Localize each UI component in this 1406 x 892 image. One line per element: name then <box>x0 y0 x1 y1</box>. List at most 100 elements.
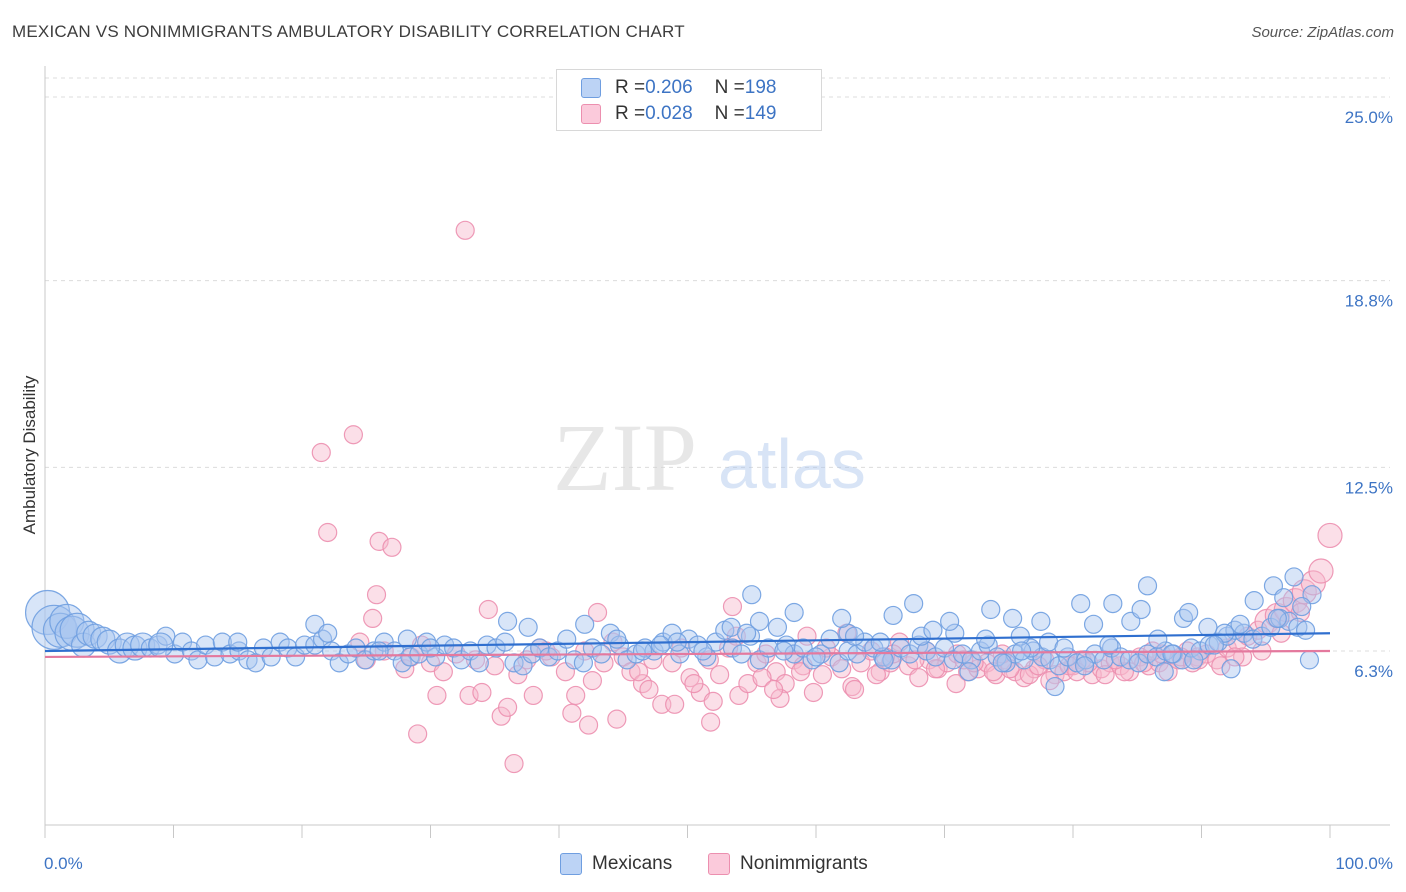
watermark-atlas: atlas <box>718 425 866 503</box>
nonimmigrants-point-45 <box>738 673 758 694</box>
nonimmigrants-point-114 <box>607 709 627 729</box>
mexicans-point-166 <box>981 599 1001 620</box>
mexicans-point-24 <box>212 632 232 652</box>
mexicans-point-176 <box>1244 591 1264 611</box>
nonimmigrants-point-33 <box>621 662 641 682</box>
legend-swatch-mexicans <box>581 78 601 98</box>
nonimmigrants-point-128 <box>946 673 966 694</box>
nonimmigrants-point-14 <box>433 662 453 682</box>
mexicans-point-202 <box>1299 650 1320 670</box>
mexicans-point-198 <box>1162 644 1182 664</box>
y-tick-label-3: 25.0% <box>1345 108 1393 127</box>
mexicans-point-152 <box>369 641 389 661</box>
mexicans-point-215 <box>1154 662 1174 682</box>
nonimmigrants-point-0 <box>311 442 331 463</box>
nonimmigrants-point-56 <box>842 676 862 697</box>
mexicans-point-181 <box>397 629 417 649</box>
mexicans-point-183 <box>575 614 595 634</box>
legend-row-mexicans: R = 0.206 N = 198 <box>581 77 776 99</box>
nonimmigrants-point-63 <box>909 668 929 688</box>
mexicans-point-161 <box>806 647 826 667</box>
mexicans-point-164 <box>911 626 931 646</box>
mexicans-point-155 <box>607 629 627 649</box>
mexicans-point-184 <box>650 635 671 655</box>
watermark-zip: ZIP <box>553 404 697 511</box>
mexicans-point-147 <box>1288 617 1308 637</box>
nonimmigrants-point-112 <box>562 703 582 723</box>
nonimmigrants-point-133 <box>1040 671 1060 691</box>
nonimmigrants-point-7 <box>366 585 387 605</box>
legend-n-value: 149 <box>744 103 777 124</box>
nonimmigrants-point-123 <box>844 679 865 700</box>
y-tick-label-0: 6.3% <box>1354 662 1393 681</box>
legend-row-nonimmigrants: R = 0.028 N = 149 <box>581 103 776 125</box>
nonimmigrants-point-151 <box>665 694 685 714</box>
axes <box>44 66 1390 838</box>
mexicans-point-210 <box>1011 641 1032 661</box>
mexicans-trend-line <box>44 632 1331 653</box>
y-axis-label: Ambulatory Disability <box>20 375 39 534</box>
bottom-legend-label-mexicans: Mexicans <box>592 853 673 874</box>
y-tick-label-1: 12.5% <box>1345 478 1393 497</box>
mexicans-point-57 <box>495 632 515 652</box>
nonimmigrants-point-4 <box>363 608 383 629</box>
nonimmigrants-point-153 <box>722 596 743 617</box>
mexicans-point-153 <box>420 638 441 658</box>
nonimmigrants-point-105 <box>1308 558 1334 584</box>
mexicans-point-195 <box>1071 593 1091 614</box>
mexicans-point-150 <box>228 632 248 652</box>
bottom-legend-swatch-nonimmigrants <box>708 853 730 875</box>
nonimmigrants-trend-line <box>44 649 1331 659</box>
nonimmigrants-point-2 <box>343 425 363 445</box>
legend-n-value: 198 <box>744 77 777 98</box>
nonimmigrants-point-117 <box>703 691 723 711</box>
bottom-legend-mexicans: Mexicans <box>560 852 672 876</box>
tick-labels: 6.3% 12.5% 18.8% 25.0% 0.0% 100.0% <box>44 108 1393 873</box>
nonimmigrants-point-136 <box>1095 665 1115 685</box>
mexicans-points <box>24 567 1322 697</box>
mexicans-point-39 <box>338 644 358 664</box>
mexicans-point-167 <box>1003 608 1023 629</box>
mexicans-point-203 <box>742 585 762 605</box>
nonimmigrants-point-149 <box>587 602 608 623</box>
mexicans-point-180 <box>318 623 338 643</box>
legend-r-label: R = <box>615 103 646 124</box>
legend-r-value: 0.206 <box>645 77 693 98</box>
x-tick-label-1: 100.0% <box>1335 854 1393 873</box>
mexicans-point-199 <box>1184 650 1204 670</box>
mexicans-point-154 <box>498 611 518 631</box>
watermark: ZIP atlas <box>553 404 866 511</box>
mexicans-point-185 <box>693 641 713 661</box>
mexicans-point-149 <box>148 632 174 658</box>
mexicans-point-189 <box>923 620 943 640</box>
mexicans-point-212 <box>1074 656 1095 676</box>
mexicans-point-194 <box>1054 638 1074 658</box>
nonimmigrants-point-53 <box>812 665 833 685</box>
mexicans-point-216 <box>1179 602 1199 623</box>
mexicans-point-172 <box>1148 629 1168 649</box>
legend-r-value: 0.028 <box>645 103 693 124</box>
legend-swatch-nonimmigrants <box>581 104 601 124</box>
chart-title: MEXICAN VS NONIMMIGRANTS AMBULATORY DISA… <box>12 22 685 41</box>
mexicans-point-182 <box>518 617 538 637</box>
source-label: Source: ZipAtlas.com <box>1251 24 1394 41</box>
trend-lines <box>44 632 1331 659</box>
nonimmigrants-point-111 <box>523 685 543 706</box>
mexicans-point-64 <box>557 629 577 649</box>
mexicans-point-159 <box>749 611 770 631</box>
mexicans-point-35 <box>305 635 325 655</box>
mexicans-point-173 <box>1173 608 1194 629</box>
mexicans-point-217 <box>1204 635 1224 655</box>
mexicans-point-190 <box>959 662 979 682</box>
nonimmigrants-point-110 <box>504 753 524 774</box>
nonimmigrants-point-42 <box>710 665 730 685</box>
mexicans-point-207 <box>904 593 924 614</box>
mexicans-point-214 <box>1131 599 1151 620</box>
mexicans-point-193 <box>1031 611 1051 631</box>
mexicans-point-178 <box>1284 567 1304 587</box>
nonimmigrants-point-106 <box>1317 522 1343 549</box>
mexicans-point-163 <box>883 605 903 626</box>
bottom-legend-nonimmigrants: Nonimmigrants <box>708 852 868 876</box>
mexicans-point-201 <box>1267 608 1287 629</box>
nonimmigrants-point-22 <box>508 665 528 685</box>
